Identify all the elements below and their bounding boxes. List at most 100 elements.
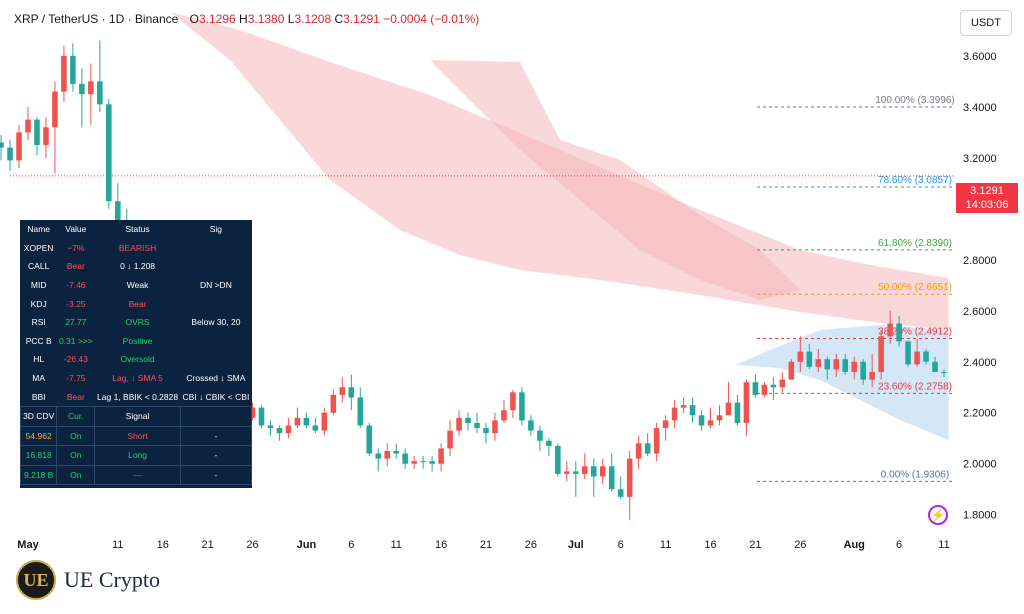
candle-body bbox=[824, 359, 831, 370]
lightning-icon[interactable]: ⚡ bbox=[928, 505, 948, 525]
candle-body bbox=[447, 430, 453, 449]
indicator-row: MID -7.46 Weak DN >DN bbox=[21, 276, 252, 295]
candle-body bbox=[375, 453, 382, 459]
candle-body bbox=[779, 379, 786, 388]
candle-body bbox=[303, 417, 310, 426]
open-label: O bbox=[189, 12, 199, 26]
candle-body bbox=[590, 466, 597, 477]
indicator-name: PCC B bbox=[25, 335, 52, 346]
candle-body bbox=[770, 384, 777, 388]
candle-body bbox=[88, 81, 94, 95]
indicator-status: 0 ↓ 1.208 bbox=[120, 261, 156, 272]
indicator-status: Bear bbox=[128, 298, 147, 309]
symbol-name[interactable]: XRP / TetherUS · 1D · Binance bbox=[14, 12, 179, 26]
cdv-signal: --- bbox=[94, 464, 181, 486]
indicator-sig: Crossed ↓ SMA bbox=[186, 373, 246, 384]
candle-body bbox=[501, 410, 507, 421]
close-value: 3.1291 bbox=[343, 12, 380, 26]
fib-level-label: 38.20% (2.4912) bbox=[878, 327, 952, 338]
candle-body bbox=[555, 445, 561, 474]
candle-body bbox=[914, 351, 920, 365]
indicator-name: KDJ bbox=[30, 298, 47, 309]
candle-body bbox=[725, 402, 732, 416]
indicator-status: Oversold bbox=[120, 354, 155, 365]
fib-level-label: 78.60% (3.0857) bbox=[878, 175, 952, 186]
y-tick-label: 3.2000 bbox=[963, 153, 997, 165]
cdv-row: 54.962 On Short - bbox=[19, 425, 253, 447]
candle-body bbox=[635, 443, 642, 459]
header-name: Name bbox=[27, 224, 51, 235]
x-tick-label: May bbox=[17, 539, 39, 551]
candle-body bbox=[833, 359, 840, 370]
indicator-value: 27.77 bbox=[65, 317, 87, 328]
candle-body bbox=[43, 127, 49, 146]
indicator-status: Lag, ↓ SMA 5 bbox=[112, 373, 163, 384]
candle-body bbox=[528, 420, 534, 431]
candle-body bbox=[258, 407, 265, 426]
header-status: Status bbox=[125, 224, 150, 235]
indicator-sig bbox=[180, 332, 251, 351]
fib-level-label: 50.00% (2.6651) bbox=[878, 282, 952, 293]
candle-body bbox=[923, 351, 929, 362]
indicator-sig bbox=[180, 350, 251, 369]
candle-body bbox=[285, 425, 292, 434]
indicator-row: BBI Bear Lag 1, BBIK < 0.2828 CBI ↓ CBIK < … bbox=[21, 387, 252, 406]
currency-button[interactable]: USDT bbox=[960, 10, 1012, 36]
header-sig: Sig bbox=[209, 224, 223, 235]
fib-level-label: 23.60% (2.2758) bbox=[878, 381, 952, 392]
candle-body bbox=[564, 471, 570, 474]
x-tick-label: 26 bbox=[525, 539, 537, 551]
indicator-status: Weak bbox=[126, 280, 149, 291]
last-price-value: 3.1291 bbox=[970, 185, 1004, 197]
candle-body bbox=[815, 359, 822, 367]
candle-body bbox=[842, 359, 848, 372]
blue-cloud-band bbox=[735, 325, 949, 440]
candle-body bbox=[788, 361, 795, 380]
indicator-value: -7.75 bbox=[66, 373, 86, 384]
candle-body bbox=[61, 55, 67, 92]
candle-body bbox=[689, 405, 696, 416]
candle-body bbox=[438, 448, 444, 464]
header-value: Value bbox=[65, 224, 87, 235]
candle-body bbox=[393, 450, 399, 454]
candle-body bbox=[626, 458, 633, 497]
x-tick-label: 6 bbox=[896, 539, 902, 551]
candle-body bbox=[599, 466, 606, 477]
brand-mark-icon: UE bbox=[16, 560, 56, 600]
cdv-cur: On bbox=[56, 425, 96, 447]
indicator-status: Lag 1, BBIK < 0.2828 bbox=[97, 391, 179, 402]
close-label: C bbox=[334, 12, 344, 26]
cdv-header-signal: Signal bbox=[94, 405, 181, 427]
indicator-sig: DN >DN bbox=[199, 280, 232, 291]
indicator-row: MA -7.75 Lag, ↓ SMA 5 Crossed ↓ SMA bbox=[21, 369, 252, 388]
candle-body bbox=[483, 428, 489, 434]
indicator-value: 0.31 >>> bbox=[58, 335, 93, 346]
candle-body bbox=[851, 361, 857, 372]
candle-body bbox=[707, 420, 714, 426]
cdv-value: 9.218 B bbox=[19, 464, 58, 486]
candle-body bbox=[797, 351, 804, 362]
cdv-cur: On bbox=[56, 445, 96, 466]
x-tick-label: 6 bbox=[348, 539, 354, 551]
indicator-value: Bear bbox=[66, 391, 85, 402]
indicator-table: Name Value Status Sig XOPEN −7% BEARISH CAL… bbox=[19, 220, 253, 488]
candle-body bbox=[357, 397, 364, 426]
indicator-sig bbox=[180, 239, 251, 258]
candle-body bbox=[680, 405, 687, 408]
high-label: H bbox=[239, 12, 248, 26]
x-tick-label: 21 bbox=[201, 539, 213, 551]
x-tick-label: 26 bbox=[794, 539, 806, 551]
cdv-signal: Long bbox=[94, 445, 181, 466]
indicator-value: −7% bbox=[67, 242, 85, 253]
candle-body bbox=[106, 104, 112, 202]
candle-body bbox=[734, 402, 741, 423]
change-value: −0.0004 (−0.01%) bbox=[383, 12, 480, 26]
cdv-sig: - bbox=[179, 464, 253, 486]
indicator-name: MA bbox=[32, 373, 46, 384]
candle-body bbox=[79, 83, 85, 95]
cdv-header-cur: Cur. bbox=[56, 405, 96, 427]
candle-body bbox=[932, 361, 938, 372]
candle-body bbox=[70, 55, 76, 84]
cdv-cur: On bbox=[56, 464, 96, 486]
